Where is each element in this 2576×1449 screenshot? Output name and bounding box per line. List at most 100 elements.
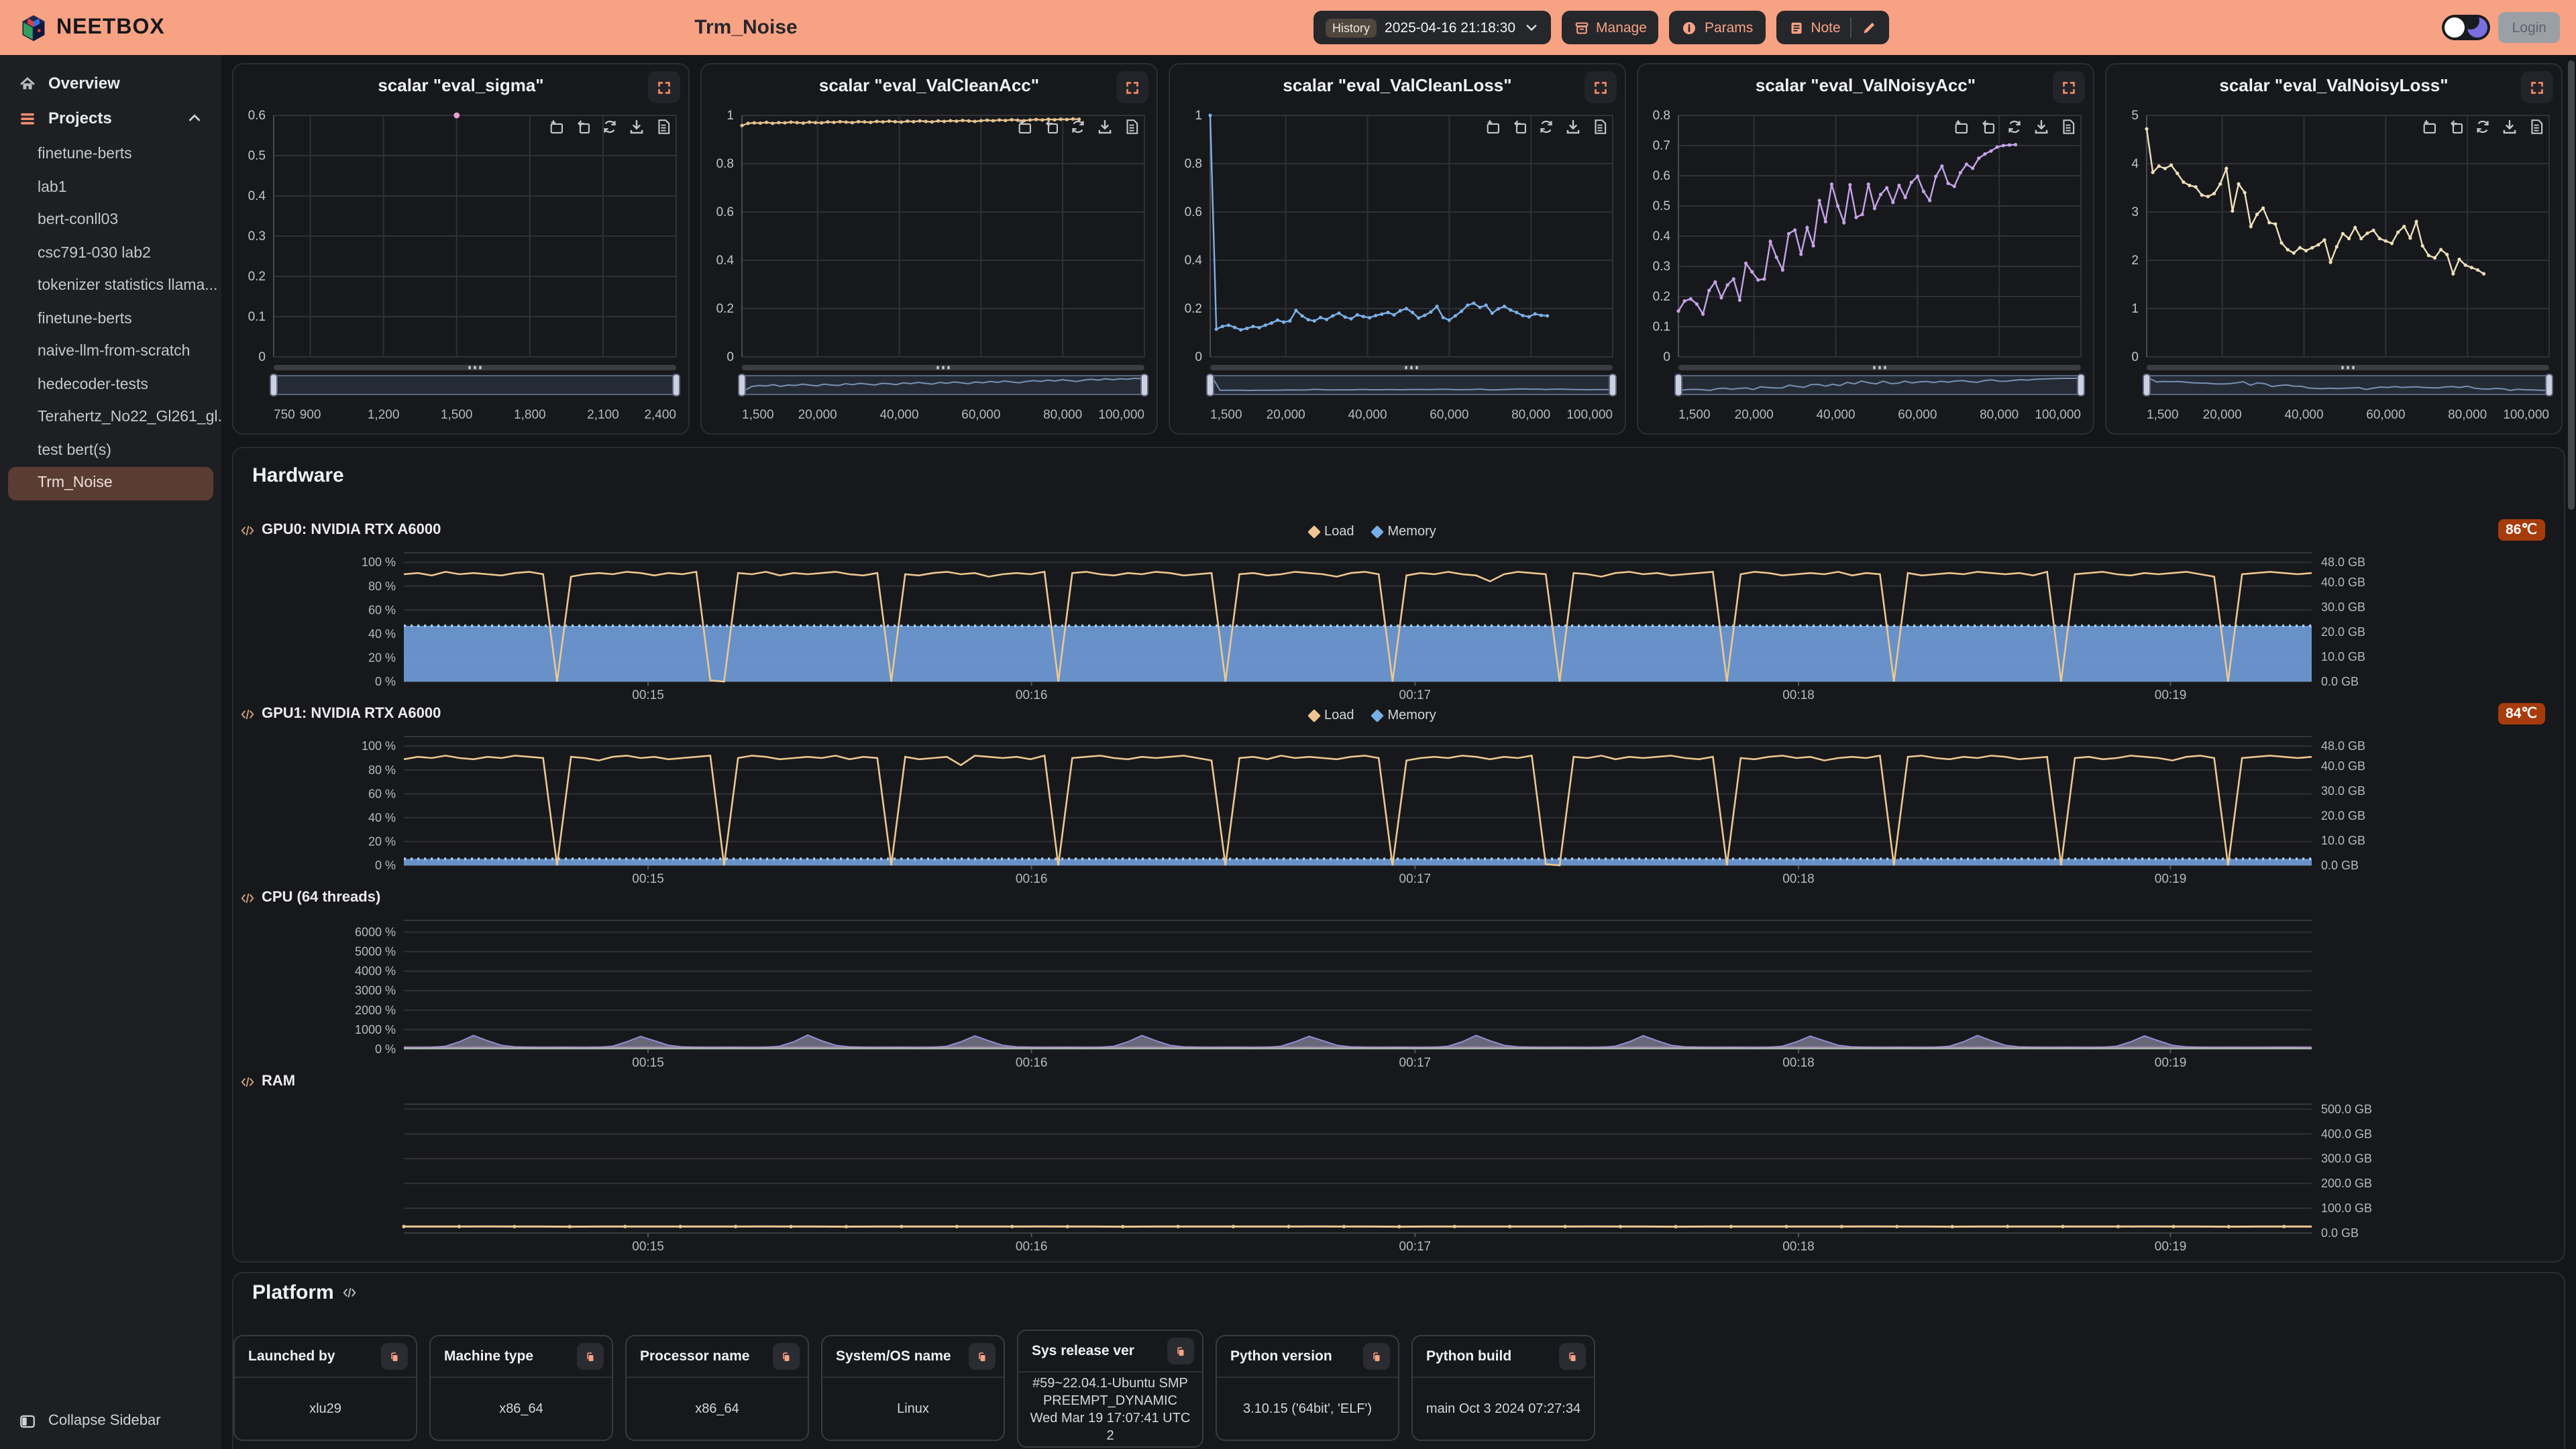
project-item[interactable]: Terahertz_No22_Gl261_gl... <box>38 409 221 426</box>
zoom-select-icon[interactable] <box>1484 118 1501 136</box>
restore-icon[interactable] <box>2006 118 2023 136</box>
legend-load[interactable]: Load <box>1307 708 1354 723</box>
project-item[interactable]: lab1 <box>38 179 67 196</box>
restore-icon[interactable] <box>1538 118 1555 136</box>
data-view-icon[interactable] <box>655 118 672 136</box>
project-item[interactable]: tokenizer statistics llama... <box>38 278 218 294</box>
scalar-plot[interactable]: 0 0.2 0.4 0.6 0.8 1 1,500 20,000 40,000 60,000 80,… <box>706 109 1154 433</box>
svg-text:0.8: 0.8 <box>1185 157 1202 171</box>
save-image-icon[interactable] <box>2501 118 2518 136</box>
svg-text:1,500: 1,500 <box>1210 408 1242 422</box>
svg-text:40,000: 40,000 <box>1348 408 1387 422</box>
zoom-reset-icon[interactable] <box>1979 118 1996 136</box>
legend-load[interactable]: Load <box>1307 525 1354 539</box>
cpu-chart[interactable]: 0 % 1000 % 2000 % 3000 % 4000 % 5000 % 6000 % 0… <box>323 916 2392 1077</box>
fullscreen-button[interactable] <box>648 71 680 103</box>
svg-text:0: 0 <box>727 350 734 364</box>
data-view-icon[interactable] <box>2059 118 2077 136</box>
save-image-icon[interactable] <box>2033 118 2050 136</box>
copy-button[interactable] <box>969 1343 996 1370</box>
zoom-select-icon[interactable] <box>1016 118 1033 136</box>
params-button[interactable]: Params <box>1669 11 1766 44</box>
zoom-reset-icon[interactable] <box>2447 118 2465 136</box>
project-item[interactable]: csc791-030 lab2 <box>38 245 151 262</box>
project-item[interactable]: finetune-berts <box>38 146 132 163</box>
scalar-plot[interactable]: 0 1 2 3 4 5 1,500 20,000 40,000 60,000 80,000 100,0… <box>2110 109 2559 433</box>
scrollbar-thumb[interactable] <box>2568 60 2575 510</box>
login-button[interactable]: Login <box>2498 12 2560 43</box>
project-item[interactable]: bert-conll03 <box>38 212 119 229</box>
history-dropdown[interactable]: History 2025-04-16 21:18:30 <box>1313 11 1551 44</box>
brand[interactable]: NEETBOX <box>19 0 165 55</box>
pencil-icon[interactable] <box>1861 19 1877 36</box>
svg-text:1: 1 <box>2131 302 2139 316</box>
restore-icon[interactable] <box>2474 118 2491 136</box>
platform-card-label: Processor name <box>640 1348 750 1364</box>
manage-button[interactable]: Manage <box>1561 11 1659 44</box>
legend-memory[interactable]: Memory <box>1371 525 1436 539</box>
code-icon <box>342 1286 357 1301</box>
data-view-icon[interactable] <box>1123 118 1140 136</box>
legend-memory[interactable]: Memory <box>1371 708 1436 723</box>
platform-card-label: Launched by <box>248 1348 335 1364</box>
svg-text:20,000: 20,000 <box>1267 408 1305 422</box>
copy-button[interactable] <box>1167 1338 1194 1364</box>
copy-icon <box>585 1349 596 1364</box>
svg-text:30.0 GB: 30.0 GB <box>2321 784 2365 798</box>
chart-toolbar <box>547 118 672 136</box>
restore-icon[interactable] <box>601 118 619 136</box>
gpu1-chart[interactable]: 0 % 20 % 40 % 60 % 80 % 100 % 0.0 GB 10.0 GB 20.… <box>323 733 2392 894</box>
ram-chart[interactable]: 0.0 GB 100.0 GB 200.0 GB 300.0 GB 400.0 GB 50… <box>323 1100 2392 1261</box>
svg-text:00:15: 00:15 <box>632 1056 664 1070</box>
svg-text:0: 0 <box>1195 350 1202 364</box>
restore-icon[interactable] <box>1069 118 1087 136</box>
collapse-sidebar-button[interactable]: Collapse Sidebar <box>0 1403 221 1438</box>
zoom-select-icon[interactable] <box>1952 118 1970 136</box>
svg-text:0.4: 0.4 <box>716 254 735 268</box>
project-item-selected[interactable]: Trm_Noise <box>8 467 213 500</box>
scalar-plot[interactable]: 0 0.1 0.2 0.3 0.4 0.5 0.6 0.7 0.8 1,500 20,000 40,0… <box>1642 109 2090 433</box>
svg-text:0.3: 0.3 <box>1653 260 1670 274</box>
scrollbar[interactable] <box>2568 58 2575 1446</box>
project-item[interactable]: hedecoder-tests <box>38 376 148 393</box>
theme-toggle[interactable] <box>2442 15 2490 40</box>
sidebar-item-overview[interactable]: Overview <box>0 66 221 101</box>
chart-title: scalar "eval_sigma" <box>378 75 544 95</box>
zoom-select-icon[interactable] <box>2420 118 2438 136</box>
fullscreen-button[interactable] <box>2521 71 2553 103</box>
expand-icon <box>656 78 672 96</box>
copy-button[interactable] <box>1559 1343 1586 1370</box>
fullscreen-button[interactable] <box>1116 71 1148 103</box>
manage-label: Manage <box>1596 19 1647 36</box>
svg-text:0.8: 0.8 <box>716 157 734 171</box>
svg-text:00:16: 00:16 <box>1016 872 1048 886</box>
project-item[interactable]: finetune-berts <box>38 311 132 327</box>
scalar-plot[interactable]: 0 0.1 0.2 0.3 0.4 0.5 0.6 750 900 1,200 1,500 1,800… <box>237 109 686 433</box>
copy-button[interactable] <box>577 1343 604 1370</box>
platform-card-label: Sys release ver <box>1032 1343 1134 1359</box>
data-view-icon[interactable] <box>2528 118 2545 136</box>
project-item[interactable]: naive-llm-from-scratch <box>38 343 191 360</box>
svg-text:1,500: 1,500 <box>1678 408 1711 422</box>
gpu0-chart[interactable]: 0 % 20 % 40 % 60 % 80 % 100 % 0.0 GB 10.0 GB 20.… <box>323 549 2392 710</box>
save-image-icon[interactable] <box>628 118 645 136</box>
zoom-reset-icon[interactable] <box>574 118 592 136</box>
chart-title: scalar "eval_ValCleanAcc" <box>818 75 1040 95</box>
copy-button[interactable] <box>1363 1343 1390 1370</box>
save-image-icon[interactable] <box>1096 118 1114 136</box>
scalar-plot[interactable]: 0 0.2 0.4 0.6 0.8 1 1,500 20,000 40,000 60,000 80,… <box>1174 109 1622 433</box>
save-image-icon[interactable] <box>1564 118 1582 136</box>
project-item[interactable]: test bert(s) <box>38 442 111 459</box>
note-button[interactable]: Note <box>1776 11 1889 44</box>
zoom-reset-icon[interactable] <box>1042 118 1060 136</box>
fullscreen-button[interactable] <box>1585 71 1617 103</box>
chart-title: scalar "eval_ValNoisyLoss" <box>2219 75 2449 95</box>
zoom-reset-icon[interactable] <box>1511 118 1528 136</box>
data-view-icon[interactable] <box>1591 118 1609 136</box>
zoom-select-icon[interactable] <box>547 118 565 136</box>
sidebar-item-projects[interactable]: Projects <box>0 101 221 136</box>
svg-text:0 %: 0 % <box>375 1042 396 1056</box>
copy-button[interactable] <box>773 1343 800 1370</box>
fullscreen-button[interactable] <box>2053 71 2085 103</box>
copy-button[interactable] <box>381 1343 408 1370</box>
